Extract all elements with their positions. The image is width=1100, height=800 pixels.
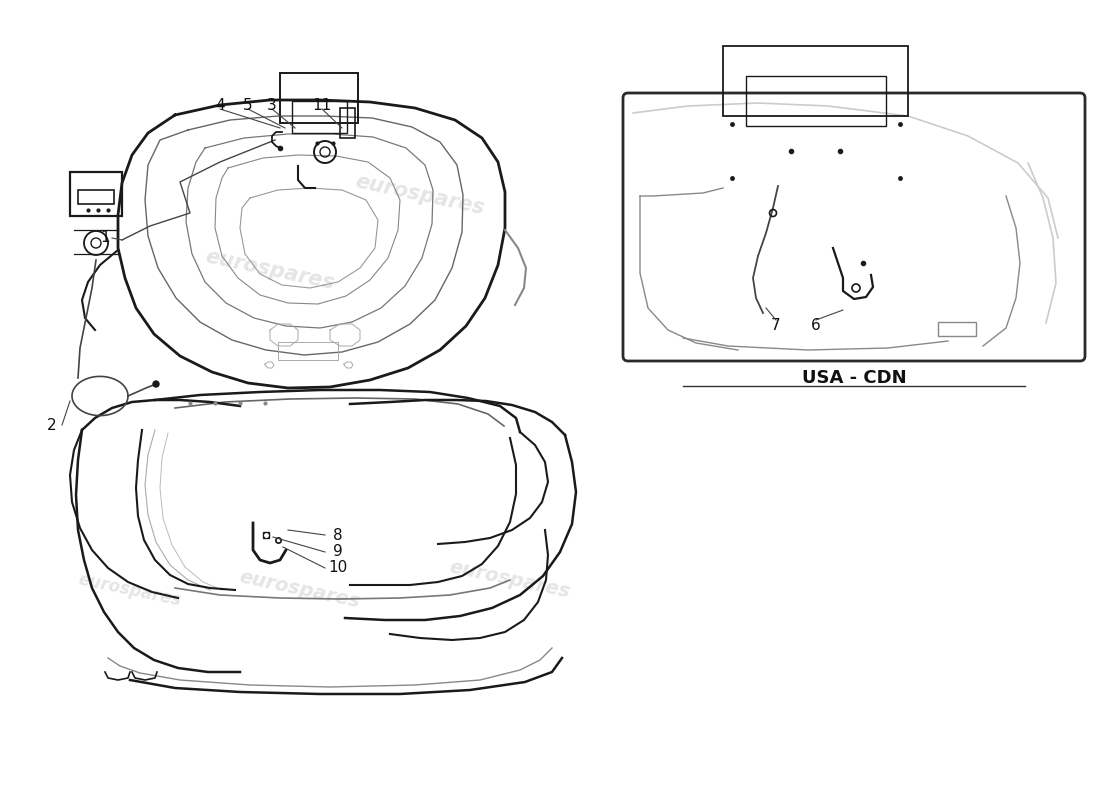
Text: 10: 10 bbox=[329, 561, 348, 575]
Bar bbox=[280, 73, 358, 123]
Text: 6: 6 bbox=[811, 318, 821, 334]
Text: eurospares: eurospares bbox=[77, 570, 184, 610]
Text: 8: 8 bbox=[333, 527, 343, 542]
Text: USA - CDN: USA - CDN bbox=[802, 369, 906, 387]
Text: 9: 9 bbox=[333, 545, 343, 559]
Text: 3: 3 bbox=[267, 98, 277, 113]
Bar bbox=[938, 322, 976, 336]
Text: eurospares: eurospares bbox=[448, 558, 572, 602]
FancyBboxPatch shape bbox=[623, 93, 1085, 361]
Text: eurospares: eurospares bbox=[204, 246, 337, 294]
Text: 2: 2 bbox=[47, 418, 57, 433]
Bar bbox=[746, 76, 886, 126]
Text: 5: 5 bbox=[243, 98, 253, 113]
Text: eurospares: eurospares bbox=[712, 188, 808, 222]
Text: 1: 1 bbox=[100, 230, 110, 246]
Text: 11: 11 bbox=[312, 98, 331, 113]
Text: eurospares: eurospares bbox=[353, 171, 486, 218]
Text: 7: 7 bbox=[771, 318, 781, 334]
Bar bbox=[723, 46, 908, 116]
Bar bbox=[70, 172, 122, 216]
Text: eurospares: eurospares bbox=[238, 568, 362, 612]
Circle shape bbox=[153, 381, 159, 387]
Bar bbox=[278, 342, 338, 360]
Bar bbox=[340, 108, 355, 138]
Bar bbox=[78, 190, 114, 204]
Bar bbox=[292, 101, 346, 133]
Text: 4: 4 bbox=[216, 98, 224, 113]
